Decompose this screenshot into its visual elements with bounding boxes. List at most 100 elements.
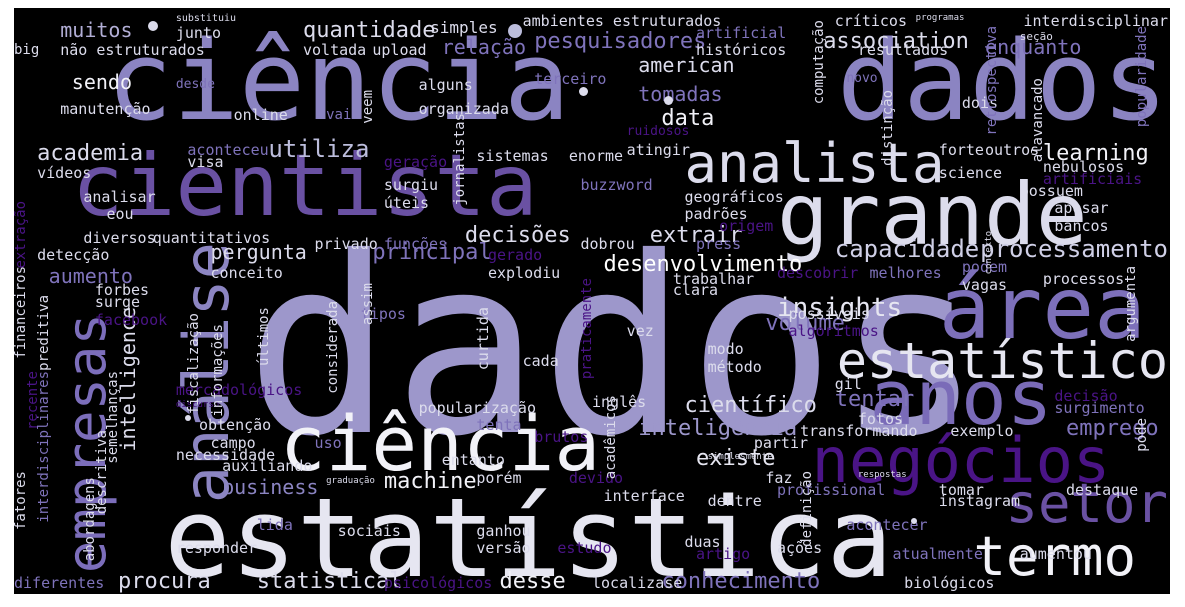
- word-153: tomar: [938, 480, 984, 499]
- word-158: lida: [256, 515, 293, 534]
- word-89: buzzword: [580, 175, 653, 194]
- word-157: dentre: [707, 492, 762, 511]
- word-114: processos: [1042, 269, 1125, 288]
- word-99: diversos: [83, 228, 156, 247]
- word-185: fiscalização: [186, 312, 203, 414]
- word-66: desde: [175, 77, 215, 93]
- word-127: gil: [834, 375, 862, 394]
- word-70: manutenção: [60, 99, 151, 118]
- word-49: desse: [499, 568, 566, 594]
- word-41: científico: [684, 392, 817, 418]
- word-38: volume: [765, 310, 845, 336]
- word-166: artigo: [696, 545, 751, 564]
- word-163: responder: [175, 539, 258, 558]
- word-162: duas: [684, 533, 721, 552]
- word-36: pergunta: [210, 240, 307, 265]
- word-188: considerada: [325, 301, 342, 394]
- word-141: brutos: [534, 427, 589, 446]
- word-67: alguns: [418, 76, 473, 95]
- word-165: estudo: [557, 539, 612, 558]
- word-121: possíveis: [788, 304, 870, 323]
- word-190: praticamente: [579, 277, 596, 379]
- word-155: destaque: [1065, 480, 1139, 499]
- word-81: atingir: [626, 140, 690, 159]
- word-171: psicológicos: [383, 574, 493, 593]
- word-16: processamento: [980, 234, 1168, 263]
- word-50: conhecimento: [661, 568, 821, 594]
- word-177: alavancado: [1030, 78, 1047, 163]
- word-29: academia: [37, 140, 144, 166]
- word-33: principal: [372, 240, 492, 266]
- dot-3: [663, 95, 673, 105]
- word-56: substituiu: [175, 12, 237, 24]
- word-183: financeiros: [14, 265, 29, 359]
- word-118: facebook: [94, 310, 168, 329]
- word-90: science: [938, 164, 1003, 183]
- word-152: profissional: [776, 480, 886, 499]
- word-179: veem: [359, 90, 376, 124]
- word-69: novo: [846, 71, 878, 87]
- word-149: interface: [603, 486, 685, 505]
- word-74: dois: [961, 93, 999, 112]
- word-1: ciência: [106, 16, 571, 145]
- word-125: cada: [522, 351, 559, 370]
- word-131: inglês: [592, 392, 647, 411]
- word-63: históricos: [696, 41, 787, 60]
- word-4: cientista: [71, 135, 538, 236]
- word-146: simplesmente: [707, 452, 773, 463]
- word-79: sistemas: [476, 146, 549, 165]
- word-105: detecção: [37, 246, 110, 265]
- word-124: modo: [707, 340, 744, 359]
- word-134: decisão: [1054, 386, 1118, 405]
- word-144: auxiliando: [222, 457, 313, 476]
- word-170: diferentes: [14, 574, 105, 593]
- word-52: ambientes estruturados: [522, 11, 722, 30]
- word-143: necessidade: [175, 445, 276, 464]
- word-172: localizase: [592, 574, 683, 593]
- word-2: dados: [836, 16, 1168, 145]
- word-184: preditiva: [36, 295, 53, 371]
- word-34: decisões: [464, 222, 571, 248]
- word-139: campo: [210, 433, 256, 452]
- word-3: estatística: [164, 473, 893, 594]
- word-65: seção: [1019, 30, 1053, 44]
- dot-4: [185, 414, 192, 421]
- word-100: quantitativos: [152, 228, 271, 247]
- word-151: respostas: [857, 469, 907, 480]
- word-20: quantidade: [303, 17, 436, 43]
- word-198: abordagens: [82, 476, 99, 562]
- word-48: statistical: [256, 568, 403, 594]
- word-94: geográficos: [684, 187, 784, 206]
- word-5: grande: [776, 165, 1088, 266]
- word-174: computação: [810, 19, 827, 105]
- word-8: ciência: [279, 399, 601, 489]
- word-17: capacidade: [834, 234, 980, 263]
- word-197: definição: [799, 470, 816, 547]
- word-32: data: [661, 105, 715, 131]
- word-51: simples: [430, 17, 498, 37]
- word-189: assim: [359, 283, 376, 326]
- word-176: popularidade: [1134, 25, 1151, 127]
- word-62: artificial: [696, 23, 787, 42]
- word-58: não estruturados: [60, 41, 205, 60]
- word-57: junto: [175, 23, 221, 42]
- word-40: inteligência: [638, 416, 798, 442]
- word-84: nebulosos: [1042, 158, 1125, 177]
- word-128: mercadológicos: [175, 381, 303, 400]
- word-154: instagram: [938, 492, 1021, 511]
- word-61: upload: [372, 41, 427, 60]
- word-178: distinção: [880, 90, 896, 166]
- word-169: aumentou: [1019, 545, 1092, 564]
- word-0: dados: [245, 204, 983, 490]
- word-145: entanto: [441, 451, 505, 470]
- word-126: método: [707, 357, 762, 376]
- word-78: geração: [383, 152, 448, 171]
- word-93: eou: [106, 205, 134, 224]
- word-45: machine: [383, 468, 477, 494]
- word-71: organizada: [418, 99, 509, 118]
- word-73: vai: [326, 106, 352, 123]
- word-138: exemplo: [950, 422, 1014, 441]
- word-44: existe: [696, 445, 776, 471]
- word-97: apesar: [1054, 199, 1109, 218]
- word-173: biológicos: [904, 574, 995, 593]
